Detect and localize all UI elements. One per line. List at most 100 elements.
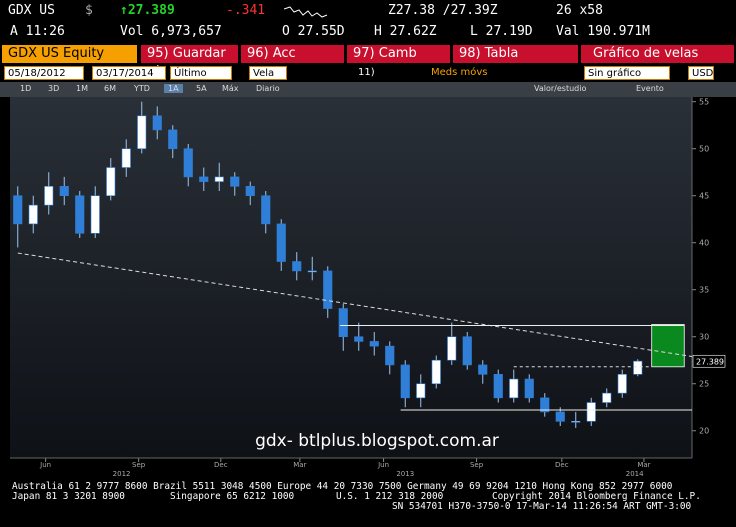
candle-body [462,336,472,366]
candle-body [602,392,612,403]
year-label: 2013 [396,470,414,478]
candle-body [447,336,457,361]
x-tick-label: Sep [470,461,484,469]
trend-line [17,252,693,357]
time: A 11:26 [10,24,65,39]
candle-body [106,167,116,197]
candle-body [261,195,271,225]
open-price: O 27.55D [282,24,345,39]
candle-body [199,176,209,182]
x-tick-label: Sep [132,461,146,469]
period-button[interactable]: YTD [134,84,150,93]
y-tick-label: 55 [699,98,709,107]
footer-contacts: Japan 81 3 3201 8900 [12,491,125,502]
x-tick-label: Jun [39,461,51,469]
candle-body [633,360,643,375]
candle-body [586,402,596,422]
footer-contacts: Singapore 65 6212 1000 [170,491,295,502]
candle-body [617,374,627,394]
period-button[interactable]: 6M [104,84,116,93]
period-button[interactable]: 1D [20,84,32,93]
watermark: gdx- btlplus.blogspot.com.ar [255,431,499,451]
candle-body [121,148,131,168]
candle-body [307,270,317,273]
period-bar [0,82,736,97]
lower-chart-select[interactable]: Sin gráfico inferi [584,66,670,93]
candle-body [75,195,85,234]
end-date[interactable]: 03/17/2014 [92,66,166,80]
candle-body [509,378,519,399]
x-tick-label: Dec [214,461,228,469]
candle-body [571,421,581,423]
study-button[interactable]: Valor/estudio [534,84,587,93]
candle-body [478,364,488,375]
last-price: ↑27.389 [120,3,175,18]
candle-body [28,204,38,225]
period-button-active[interactable]: 1A [164,84,183,93]
start-date[interactable]: 05/18/2012 [4,66,84,80]
year-label: 2014 [626,470,644,478]
footer-contacts: Australia 61 2 9777 8600 Brazil 5511 304… [12,481,673,492]
price-change: -.341 [226,3,266,18]
sparkline-icon [284,6,328,18]
year-label: 2012 [113,470,131,478]
candle-body [493,374,503,399]
y-tick-label: 40 [699,239,709,248]
x-tick-label: Mar [637,461,650,469]
footer-contacts: U.S. 1 212 318 2000 [336,491,444,502]
chart-type-button[interactable]: Gráfico de velas [581,45,734,63]
last-price-label: 27.389 [696,357,724,366]
candle-body [168,129,178,150]
averages-button[interactable]: Meds móvs [428,66,498,80]
candle-body [44,186,54,206]
candle-body [13,195,23,225]
candle-body [90,195,100,234]
period-button[interactable]: 3D [48,84,60,93]
bid-ask-size: 26 x58 [556,3,603,18]
candle-body [354,336,364,342]
traded-value: Val 190.971M [556,24,650,39]
change-button[interactable]: 97) Camb [347,45,450,63]
candle-body [369,341,379,347]
candle-body [555,411,565,422]
candle-body [416,383,426,399]
frequency-select[interactable]: Diario [256,84,280,93]
ticker: GDX US [8,3,55,18]
y-tick-label: 25 [699,380,709,389]
table-button[interactable]: 98) Tabla [453,45,578,63]
target-box [651,324,685,368]
candle-body [214,176,224,182]
period-button[interactable]: Máx [222,84,239,93]
candle-body [292,261,302,272]
x-tick-label: Mar [293,461,306,469]
security-field[interactable]: GDX US Equity [2,45,137,63]
candle-body [183,148,193,178]
candle-body [540,397,550,413]
actions-button[interactable]: 96) Acc [241,45,344,63]
x-tick-label: Dec [555,461,569,469]
event-button[interactable]: Evento [636,84,664,93]
candle-body [431,359,441,385]
currency-select[interactable]: USD [688,66,714,80]
period-button[interactable]: 5A [196,84,207,93]
bid-ask: Z27.38 /27.39Z [388,3,498,18]
candle-body [385,345,395,366]
volume: Vol 6,973,657 [120,24,222,39]
candle-body [245,186,255,197]
y-tick-label: 45 [699,192,709,201]
period-button[interactable]: 1M [76,84,88,93]
last-price-tag [692,354,726,368]
currency: $ [85,3,93,18]
low-price: L 27.19D [470,24,533,39]
candle-body [323,270,333,309]
candle-body [59,186,69,197]
candle-body [338,308,348,338]
candle-body [276,223,286,262]
candle-body [400,364,410,399]
y-tick-label: 35 [699,286,709,295]
candle-body [524,378,534,399]
footer-copyright: Copyright 2014 Bloomberg Finance L.P. [492,491,701,502]
high-price: H 27.62Z [374,24,437,39]
style-select[interactable]: Vela [249,66,287,80]
